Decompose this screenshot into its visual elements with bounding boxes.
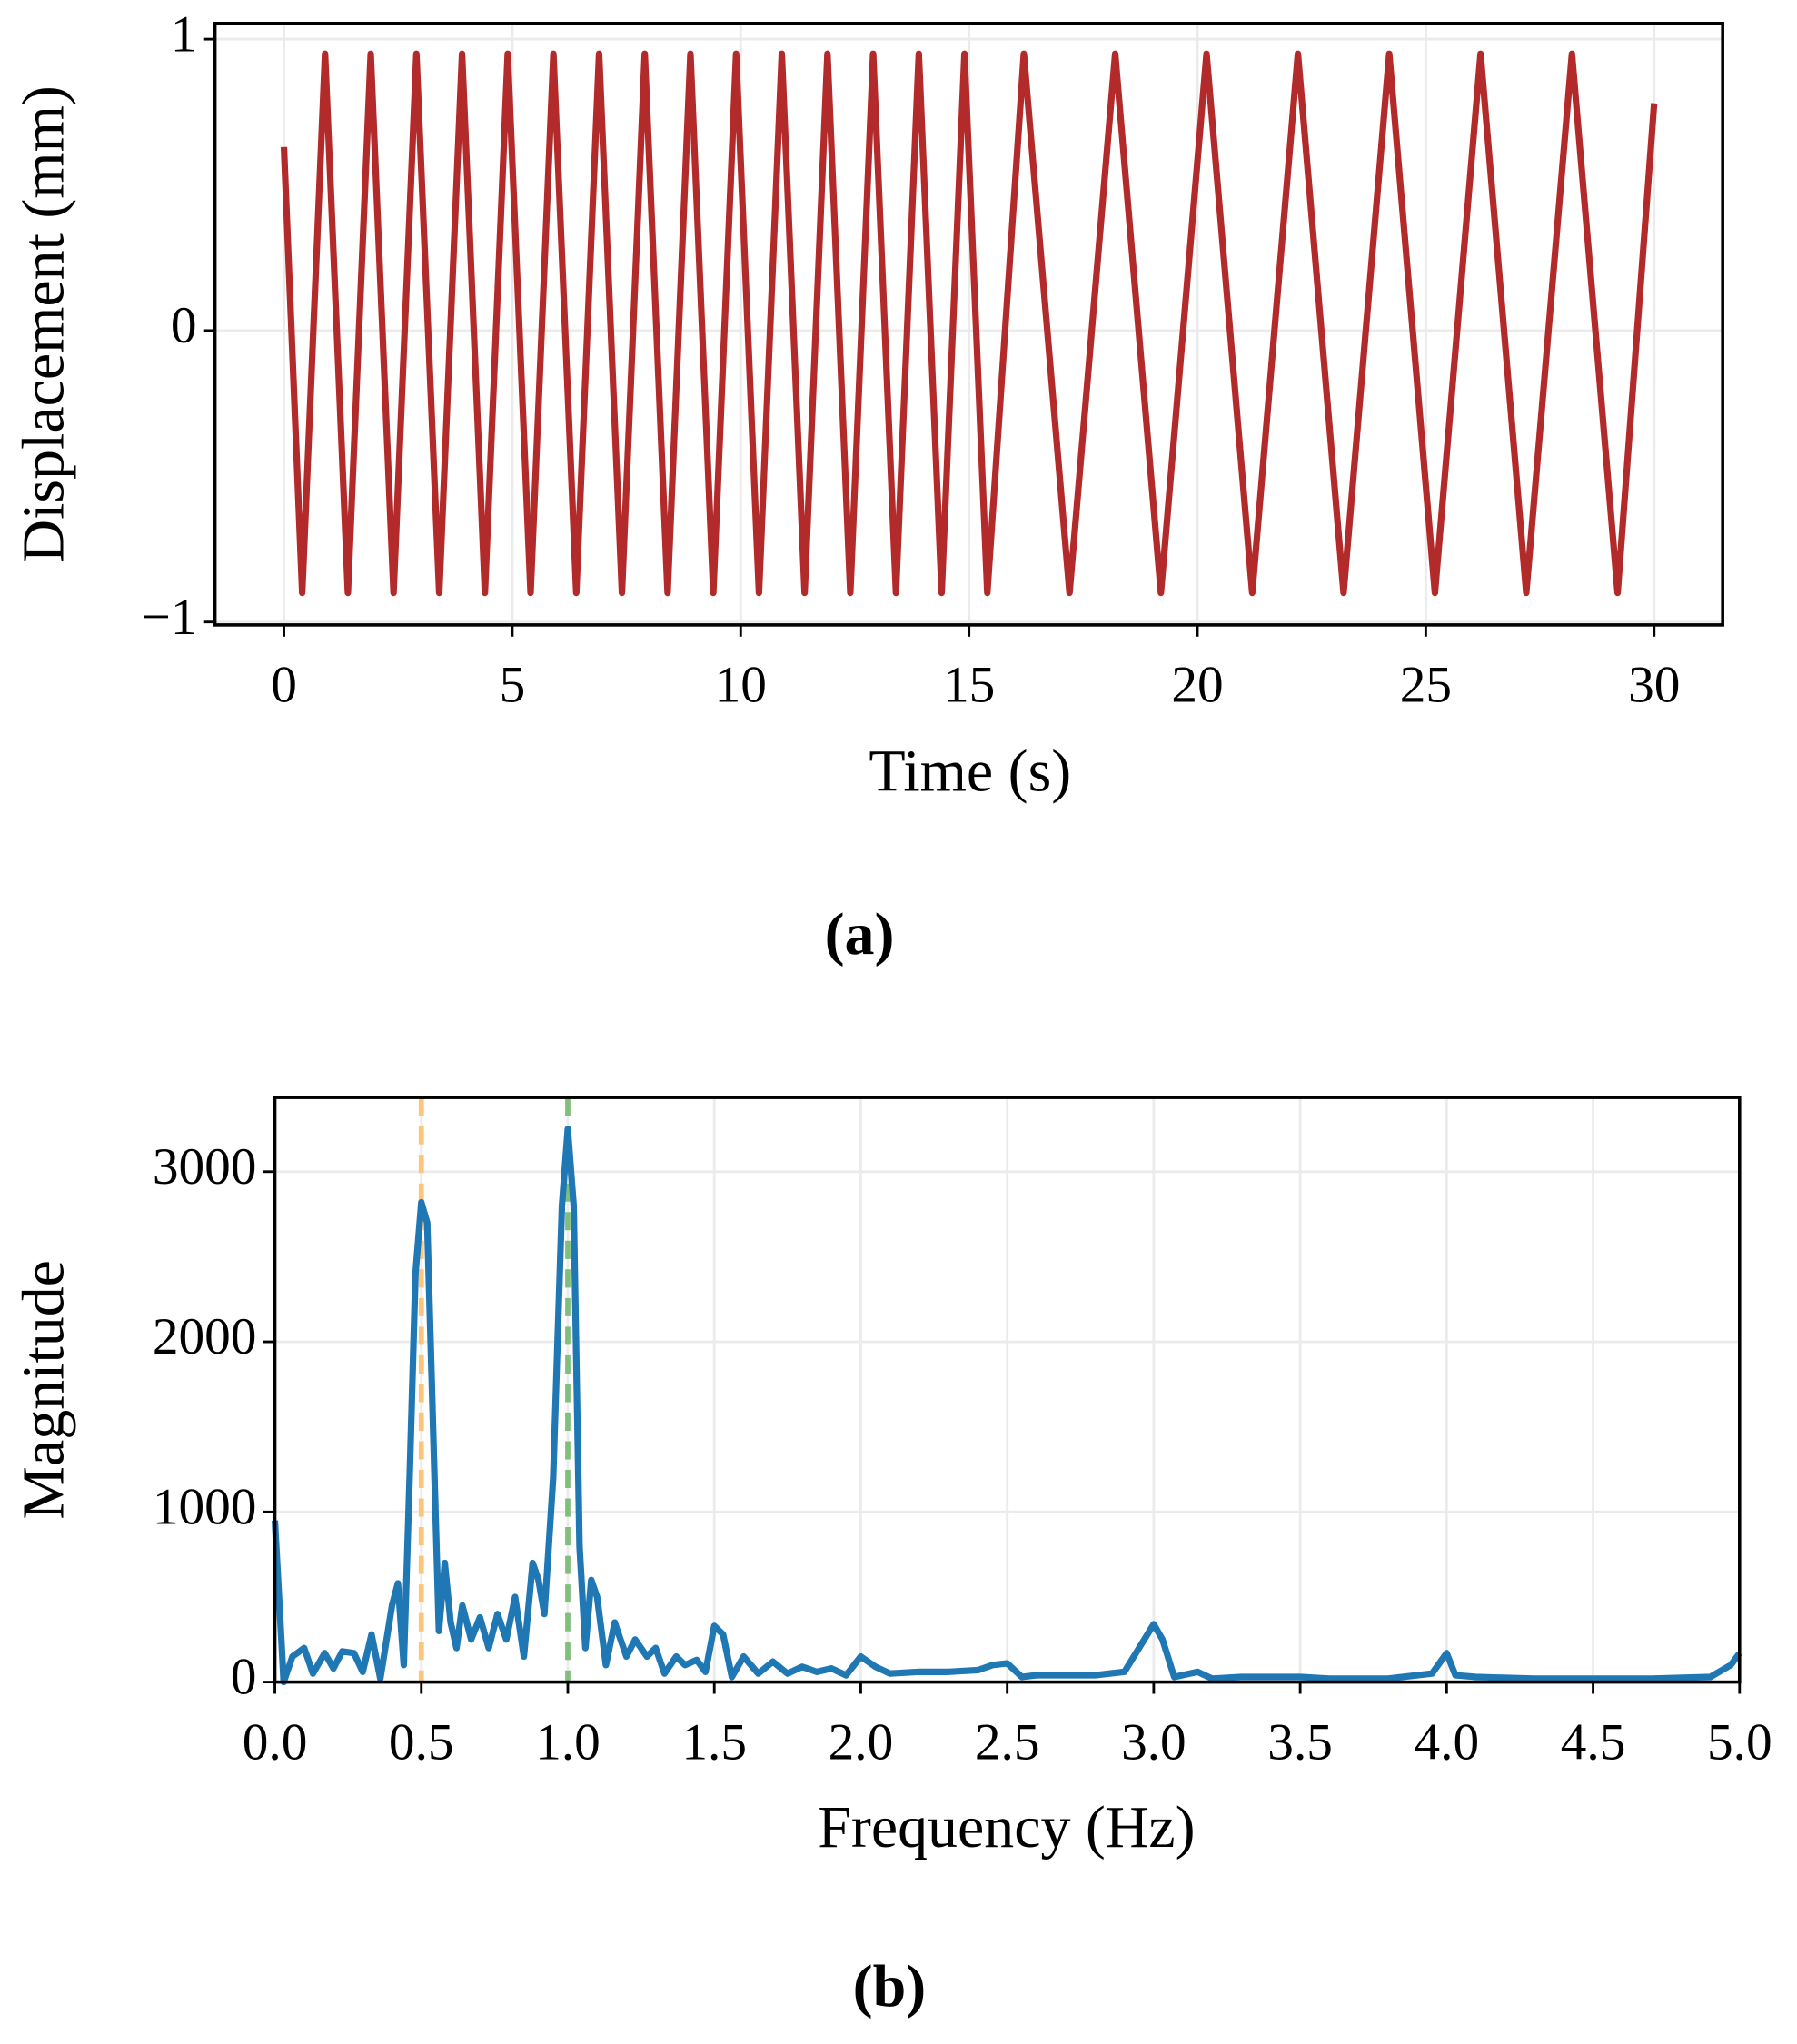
x-tick-label: 20 xyxy=(1171,657,1223,714)
x-tick-label: 30 xyxy=(1628,657,1680,714)
axes-frame xyxy=(273,1096,1742,1684)
y-tick-label: −1 xyxy=(142,589,197,646)
x-tick-label: 2.5 xyxy=(975,1713,1040,1771)
chart: 0.0 0.5 1.0 1.5 2.0 2.5 3.0 3.5 4.0 4.5 5.0 0 1000 20… xyxy=(11,1096,1772,2019)
x-axis-label: Frequency (Hz) xyxy=(818,1794,1195,1860)
x-tick-label: 1.5 xyxy=(681,1713,747,1771)
x-tick-label: 4.5 xyxy=(1561,1713,1626,1771)
x-tick-label: 5 xyxy=(500,657,526,714)
x-axis-label: Time (s) xyxy=(869,739,1071,805)
y-tick-label: 0 xyxy=(231,1649,257,1706)
x-tick-label: 25 xyxy=(1400,657,1452,714)
x-tick-label: 15 xyxy=(943,657,995,714)
x-tick-label: 3.0 xyxy=(1121,1713,1186,1771)
y-tick-label: 3000 xyxy=(153,1138,257,1196)
x-tick-label: 0.5 xyxy=(389,1713,454,1771)
y-axis-label: Displacement (mm) xyxy=(11,85,77,562)
caption: (a) xyxy=(825,901,895,967)
x-tick-label: 2.0 xyxy=(829,1713,894,1771)
x-tick-label: 4.0 xyxy=(1415,1713,1480,1771)
y-tick-label: 1 xyxy=(171,5,197,63)
chart: 0 5 10 15 20 25 30 −1 0 1 Time (s) Displacement (mm… xyxy=(11,5,1724,967)
x-tick-label: 3.5 xyxy=(1267,1713,1333,1771)
y-tick-label: 2000 xyxy=(153,1308,257,1365)
axes-frame xyxy=(213,22,1724,627)
caption: (b) xyxy=(853,1953,927,2019)
y-tick-label: 1000 xyxy=(153,1478,257,1535)
y-tick-label: 0 xyxy=(171,297,197,354)
x-tick-label: 10 xyxy=(715,657,767,714)
data-line xyxy=(271,1126,1742,1686)
y-axis-label: Magnitude xyxy=(11,1260,77,1520)
data-line xyxy=(280,50,1658,597)
x-tick-label: 5.0 xyxy=(1707,1713,1772,1771)
x-tick-label: 1.0 xyxy=(535,1713,601,1771)
x-tick-label: 0 xyxy=(271,657,297,714)
x-tick-label: 0.0 xyxy=(243,1713,308,1771)
